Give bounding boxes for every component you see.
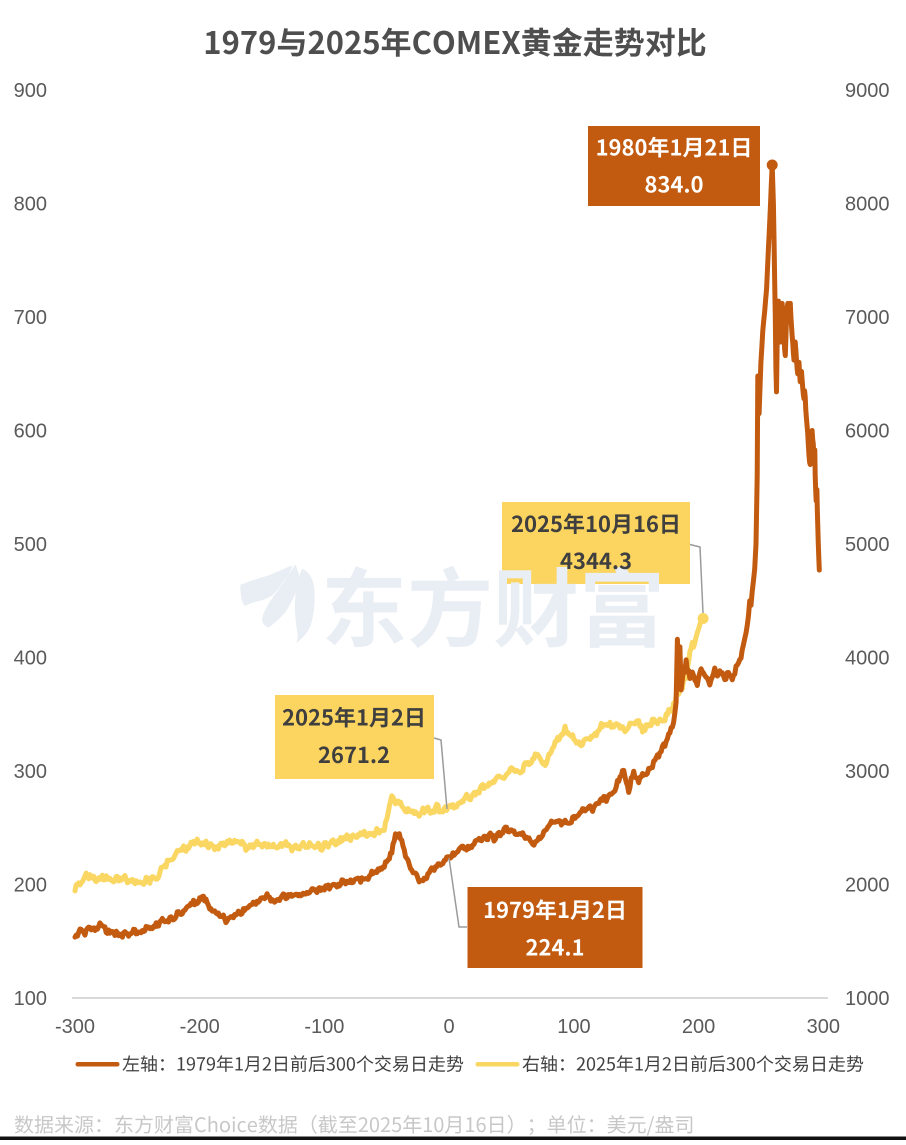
svg-text:100: 100 (557, 1016, 590, 1038)
svg-text:3000: 3000 (845, 761, 890, 783)
svg-text:7000: 7000 (845, 307, 890, 329)
svg-text:6000: 6000 (845, 421, 890, 443)
svg-text:5000: 5000 (845, 534, 890, 556)
svg-text:300: 300 (807, 1016, 840, 1038)
svg-text:900: 900 (14, 80, 47, 102)
svg-text:-200: -200 (180, 1016, 220, 1038)
svg-text:8000: 8000 (845, 194, 890, 216)
svg-text:-300: -300 (55, 1016, 95, 1038)
svg-text:9000: 9000 (845, 80, 890, 102)
svg-text:200: 200 (682, 1016, 715, 1038)
svg-text:4000: 4000 (845, 648, 890, 670)
svg-text:400: 400 (14, 648, 47, 670)
svg-text:0: 0 (444, 1016, 455, 1038)
svg-text:2000: 2000 (845, 875, 890, 897)
svg-text:800: 800 (14, 194, 47, 216)
svg-text:300: 300 (14, 761, 47, 783)
svg-text:100: 100 (14, 988, 47, 1010)
svg-text:700: 700 (14, 307, 47, 329)
svg-text:500: 500 (14, 534, 47, 556)
svg-text:-100: -100 (304, 1016, 344, 1038)
svg-text:600: 600 (14, 421, 47, 443)
svg-text:1000: 1000 (845, 988, 890, 1010)
svg-text:200: 200 (14, 875, 47, 897)
